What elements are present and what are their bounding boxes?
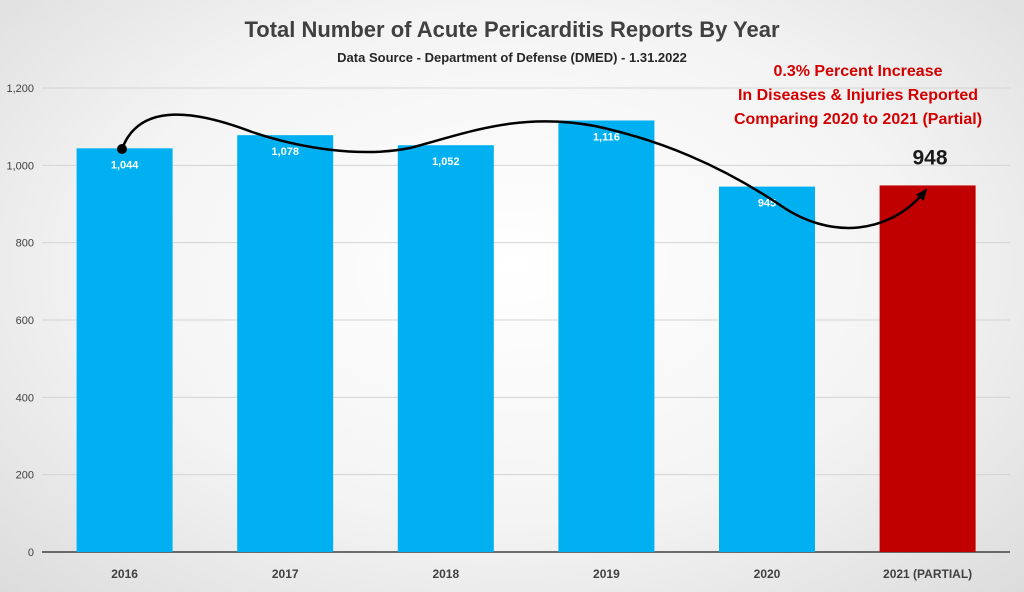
gridlines — [42, 87, 1010, 553]
y-axis: 0 200 400 600 800 1,000 1,200 — [6, 83, 34, 559]
bar-value-label: 1,052 — [432, 156, 460, 168]
bar-2016 — [76, 148, 173, 552]
bar-2017 — [237, 135, 334, 552]
x-tick-label: 2017 — [272, 567, 299, 581]
bar-2018 — [397, 145, 494, 552]
x-tick-label: 2018 — [432, 567, 459, 581]
bar-2019 — [558, 120, 655, 552]
chart-title: Total Number of Acute Pericarditis Repor… — [244, 17, 780, 42]
x-tick-label: 2020 — [754, 567, 781, 581]
x-tick-label: 2019 — [593, 567, 620, 581]
annotation-line-2: In Diseases & Injuries Reported — [738, 87, 978, 104]
bar-2020 — [719, 186, 815, 552]
y-tick-label: 600 — [16, 315, 34, 327]
bar-value-label: 1,078 — [271, 146, 299, 158]
bar-value-label: 1,116 — [593, 131, 620, 143]
y-tick-label: 800 — [16, 238, 34, 250]
trend-start-dot — [117, 144, 127, 154]
y-tick-label: 200 — [16, 470, 34, 482]
x-tick-label: 2021 (PARTIAL) — [883, 567, 972, 581]
y-tick-label: 1,000 — [6, 160, 34, 172]
bar-value-label: 948 — [912, 146, 947, 169]
x-axis: 2016 2017 2018 2019 2020 2021 (PARTIAL) — [111, 567, 972, 581]
y-tick-label: 1,200 — [6, 83, 34, 95]
x-tick-label: 2016 — [111, 567, 138, 581]
y-tick-label: 400 — [16, 392, 34, 404]
chart-subtitle: Data Source - Department of Defense (DME… — [337, 50, 687, 65]
bar-2021-partial — [879, 185, 976, 552]
annotation-line-3: Comparing 2020 to 2021 (Partial) — [734, 111, 982, 128]
y-tick-label: 0 — [28, 547, 34, 559]
trend-arrow — [120, 113, 928, 230]
bar-value-label: 1,044 — [111, 159, 139, 171]
annotation-line-1: 0.3% Percent Increase — [774, 63, 943, 80]
